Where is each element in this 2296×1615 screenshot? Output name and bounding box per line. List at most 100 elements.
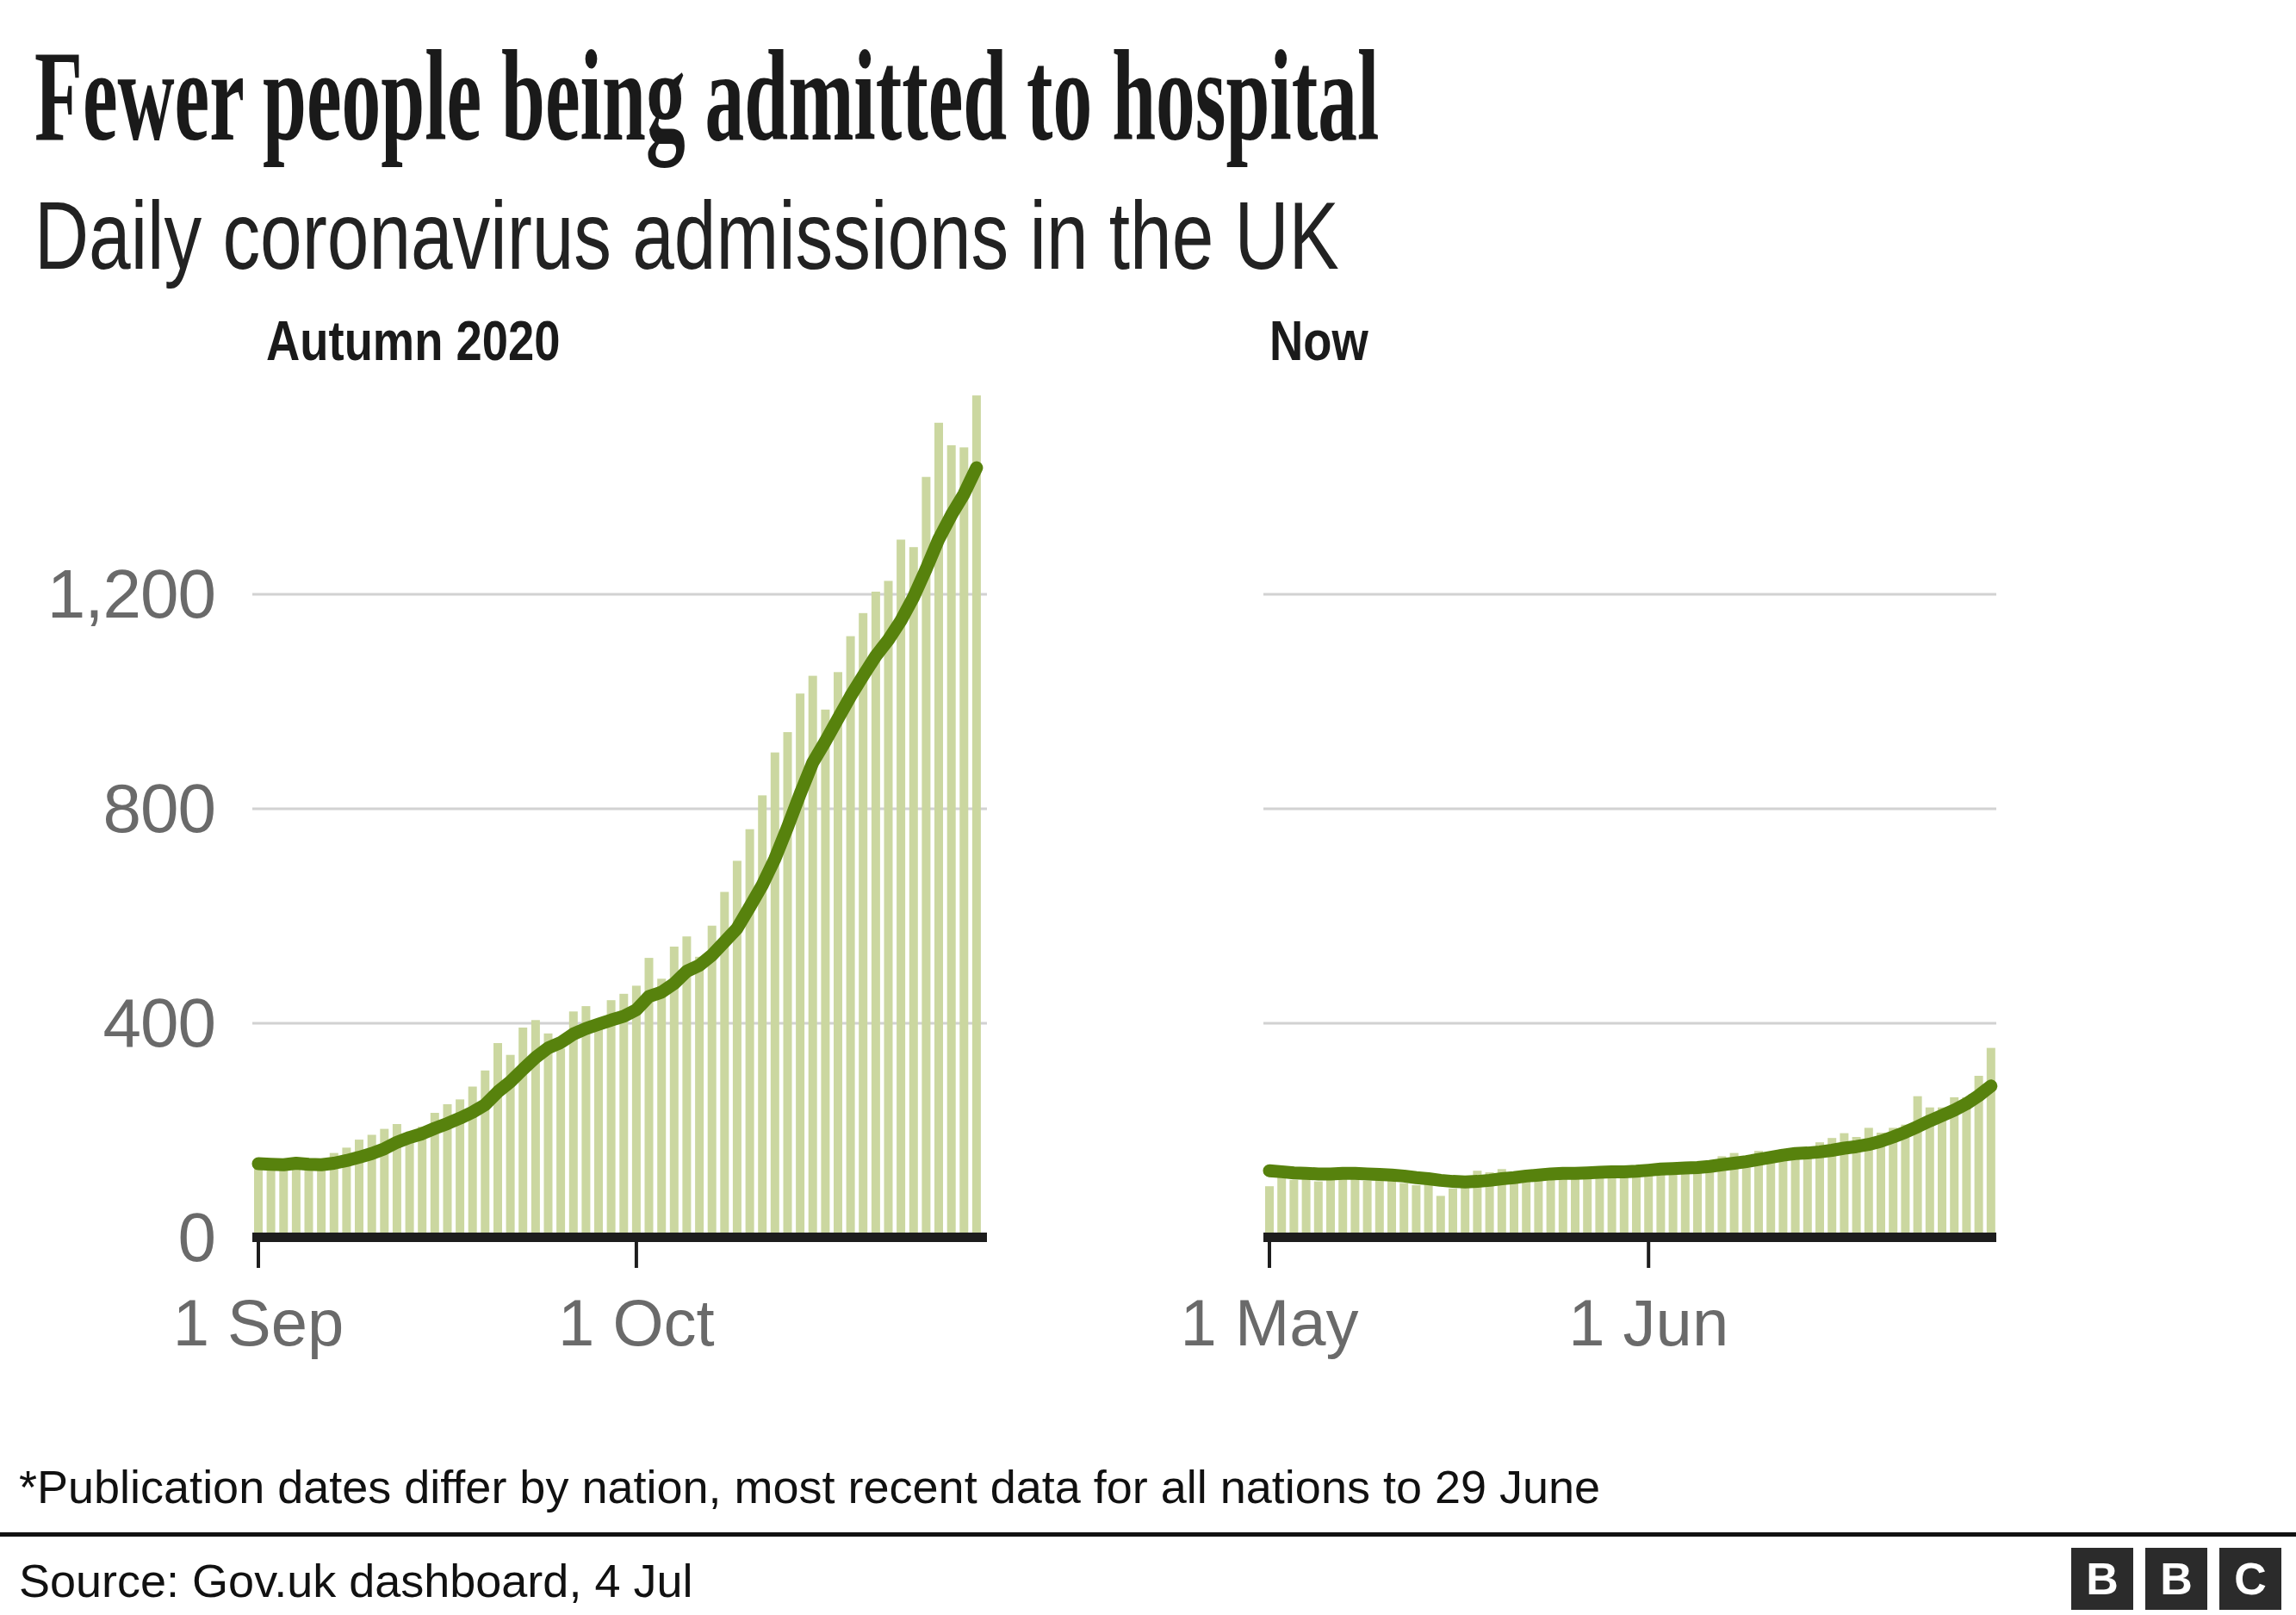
- bar: [1277, 1176, 1286, 1238]
- x-axis-tick: [1647, 1242, 1650, 1268]
- bar: [1449, 1189, 1457, 1238]
- bar: [1644, 1167, 1653, 1238]
- bar: [1363, 1181, 1372, 1238]
- bar: [1399, 1183, 1408, 1239]
- bar: [569, 1011, 578, 1238]
- gridline-400: [1263, 1022, 1996, 1025]
- footer-divider: [0, 1532, 2296, 1537]
- bar: [1669, 1168, 1678, 1238]
- bar: [1350, 1177, 1359, 1238]
- gridline-1200: [1263, 593, 1996, 596]
- bar: [1289, 1180, 1298, 1238]
- bar: [406, 1133, 414, 1238]
- bar: [1938, 1108, 1946, 1238]
- y-axis-label-1200: 1,200: [9, 560, 215, 629]
- bar: [1608, 1172, 1617, 1238]
- bar: [581, 1006, 590, 1238]
- bar: [884, 581, 893, 1238]
- y-axis-label-800: 800: [9, 774, 215, 843]
- bar: [1437, 1196, 1445, 1238]
- bar: [1338, 1175, 1347, 1239]
- bar: [556, 1048, 565, 1238]
- bar: [859, 613, 867, 1238]
- bbc-chart-graphic: Fewer people being admitted to hospital …: [0, 0, 2296, 1615]
- bbc-logo: B B C: [2071, 1548, 2281, 1610]
- bar: [1987, 1048, 1995, 1238]
- bar: [1742, 1158, 1751, 1238]
- bar: [1705, 1163, 1714, 1238]
- bar: [254, 1168, 263, 1238]
- bar: [632, 985, 641, 1238]
- bar: [267, 1162, 276, 1238]
- y-axis-label-400: 400: [9, 989, 215, 1058]
- x-axis-tick: [1268, 1242, 1271, 1268]
- bar: [544, 1034, 553, 1238]
- source-credit: Source: Gov.uk dashboard, 4 Jul: [19, 1553, 692, 1609]
- bar: [1302, 1177, 1311, 1238]
- bar: [292, 1164, 301, 1238]
- gridline-800: [1263, 808, 1996, 811]
- footnote: *Publication dates differ by nation, mos…: [19, 1459, 1600, 1515]
- seven-day-average-line: [258, 468, 977, 1165]
- bar: [1583, 1171, 1592, 1238]
- bar: [1522, 1177, 1530, 1238]
- x-axis-label-1-oct: 1 Oct: [558, 1290, 715, 1356]
- bar: [821, 710, 829, 1238]
- bar: [1914, 1096, 1922, 1238]
- bar: [1571, 1173, 1579, 1238]
- x-axis-label-1-sep: 1 Sep: [173, 1290, 344, 1356]
- y-axis-label-0: 0: [9, 1203, 215, 1272]
- bar: [1766, 1155, 1775, 1239]
- admissions-chart: [0, 0, 2296, 1615]
- bar: [1632, 1169, 1641, 1238]
- bar: [1681, 1165, 1690, 1238]
- bbc-logo-block: B: [2145, 1548, 2207, 1610]
- bar: [1387, 1180, 1396, 1238]
- bar: [1326, 1179, 1335, 1239]
- bar: [959, 447, 968, 1238]
- bar: [1265, 1186, 1274, 1238]
- bar: [1778, 1149, 1787, 1238]
- bar: [834, 672, 842, 1238]
- bar: [1559, 1176, 1567, 1238]
- bbc-logo-block: B: [2071, 1548, 2133, 1610]
- daily-admissions-bars: [254, 395, 981, 1238]
- bar: [418, 1127, 426, 1238]
- bar: [1620, 1175, 1629, 1239]
- bar: [847, 637, 855, 1238]
- bar: [607, 1000, 616, 1238]
- x-axis-baseline: [1263, 1233, 1996, 1242]
- bar: [1510, 1180, 1518, 1238]
- bar: [695, 957, 704, 1238]
- bar: [317, 1169, 326, 1238]
- bar: [1412, 1185, 1420, 1238]
- bar: [771, 753, 779, 1238]
- bar: [1375, 1177, 1384, 1238]
- bar: [1534, 1175, 1542, 1239]
- bar: [872, 592, 880, 1238]
- bar: [1693, 1169, 1702, 1238]
- x-axis-label-1-jun: 1 Jun: [1568, 1290, 1728, 1356]
- bar: [305, 1168, 313, 1239]
- bar: [1803, 1156, 1812, 1238]
- bar: [972, 395, 981, 1238]
- x-axis-label-1-may: 1 May: [1181, 1290, 1359, 1356]
- bar: [1791, 1152, 1800, 1238]
- bar: [909, 547, 918, 1238]
- chart-panel-now: [1263, 593, 1996, 1269]
- bar: [493, 1043, 502, 1238]
- bar: [708, 926, 717, 1238]
- x-axis-tick: [635, 1242, 638, 1268]
- chart-panel-autumn-2020: [252, 395, 987, 1268]
- x-axis-baseline: [252, 1233, 987, 1242]
- bar: [897, 540, 905, 1239]
- x-axis-tick: [257, 1242, 260, 1268]
- bar: [1901, 1125, 1909, 1238]
- bar: [1962, 1097, 1970, 1238]
- bar: [947, 445, 956, 1238]
- bar: [619, 994, 628, 1238]
- bbc-logo-block: C: [2219, 1548, 2281, 1610]
- bar: [758, 795, 766, 1238]
- bar: [1547, 1171, 1555, 1238]
- bar: [1424, 1182, 1433, 1238]
